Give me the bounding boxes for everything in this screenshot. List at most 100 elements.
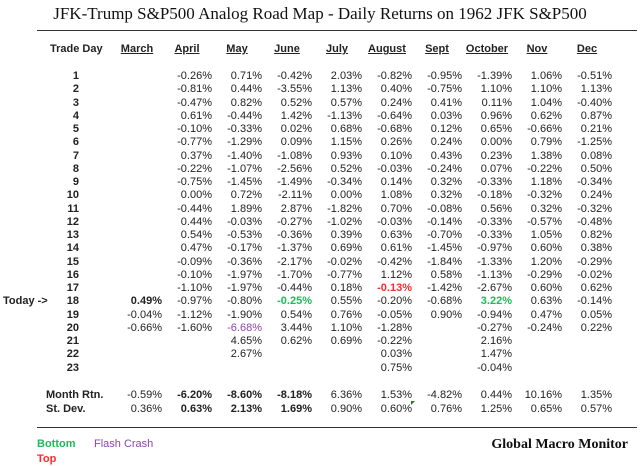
return-cell: 0.32%	[530, 202, 562, 215]
return-cell: 0.56%	[480, 202, 512, 215]
month-header-dec: Dec	[576, 43, 598, 55]
trade-day-number: 5	[72, 123, 79, 135]
return-cell: -0.44%	[277, 282, 312, 294]
return-cell: -1.39%	[477, 70, 512, 82]
st-dev-cell: 0.60%	[380, 403, 412, 415]
return-cell: 0.65%	[480, 123, 512, 135]
return-cell: 0.93%	[330, 149, 362, 162]
return-cell: -0.75%	[427, 83, 462, 96]
return-cell: -0.02%	[327, 255, 362, 268]
trade-day-number: 13	[66, 229, 79, 241]
page-title: JFK-Trump S&P500 Analog Road Map - Daily…	[53, 4, 587, 23]
return-cell: 0.58%	[430, 268, 462, 281]
return-cell: 0.62%	[580, 282, 612, 294]
return-cell: -0.57%	[527, 215, 562, 228]
return-cell: -0.82%	[377, 70, 412, 82]
return-cell: -1.60%	[177, 321, 212, 334]
month-rtn-cell: 10.16%	[524, 389, 562, 401]
return-cell: -2.11%	[277, 189, 312, 202]
month-return-row-label: Month Rtn.	[46, 389, 104, 401]
month-header-april: April	[174, 43, 200, 55]
return-cell: 0.76%	[330, 308, 362, 321]
return-cell: -0.22%	[177, 162, 212, 175]
return-cell: -2.56%	[277, 162, 312, 175]
table-row: 10 0.00% 0.72% -2.11% 0.00% 1.08% 0.32% -0.18% -…	[0, 189, 640, 202]
return-cell: 0.08%	[580, 149, 612, 162]
month-header-may: May	[226, 43, 248, 55]
return-cell: 0.68%	[330, 123, 362, 135]
return-cell: -0.04%	[127, 308, 162, 321]
return-cell: 1.42%	[280, 109, 312, 122]
return-cell: 0.03%	[380, 348, 412, 361]
return-cell: 2.87%	[280, 202, 312, 215]
st-dev-cell: 0.36%	[130, 403, 162, 415]
return-cell: 0.32%	[430, 189, 462, 202]
trade-day-number: 6	[72, 136, 79, 149]
return-cell: 0.02%	[280, 123, 312, 135]
st-dev-cell: 1.69%	[280, 403, 312, 415]
month-rtn-cell: 6.36%	[330, 389, 362, 401]
return-cell: -0.29%	[577, 255, 612, 268]
return-cell: 0.55%	[330, 295, 362, 308]
return-cell: -0.66%	[127, 321, 162, 334]
table-row: 13 0.54% -0.53% -0.36% 0.39% 0.63% -0.70% -0.33…	[0, 229, 640, 242]
trade-day-number: 15	[66, 255, 79, 268]
return-cell: -1.49%	[277, 176, 312, 188]
std-dev-row-label: St. Dev.	[46, 403, 86, 415]
return-cell: -0.81%	[177, 83, 212, 96]
return-cell: 0.07%	[480, 162, 512, 175]
return-cell: -0.03%	[227, 215, 262, 228]
return-cell: -0.26%	[177, 70, 212, 82]
return-cell: -0.33%	[477, 176, 512, 188]
return-cell: -0.53%	[227, 229, 262, 241]
month-rtn-cell: -8.18%	[277, 389, 312, 401]
trade-day-number: 9	[72, 176, 79, 188]
trade-day-number: 4	[72, 109, 79, 122]
table-row: 8 -0.22% -1.07% -2.56% 0.52% -0.03% -0.24% 0.07…	[0, 163, 640, 176]
return-cell: 0.79%	[530, 136, 562, 149]
return-cell: -0.44%	[177, 202, 212, 215]
return-cell: -1.10%	[177, 282, 212, 294]
table-row: 5 -0.10% -0.33% 0.02% 0.68% -0.68% 0.12% 0.65% -…	[0, 123, 640, 136]
return-cell: -1.97%	[227, 282, 262, 294]
return-cell: -1.45%	[427, 242, 462, 255]
return-cell: -0.51%	[577, 70, 612, 82]
return-cell: 1.05%	[530, 229, 562, 241]
trade-day-number: 2	[72, 83, 79, 96]
return-cell: 2.16%	[480, 335, 512, 347]
return-cell: 0.44%	[180, 215, 212, 228]
trade-day-header: Trade Day	[50, 43, 103, 55]
trade-day-number: 3	[72, 96, 79, 109]
st-dev-cell: 0.90%	[330, 403, 362, 415]
return-cell: 0.62%	[280, 335, 312, 347]
return-cell: -0.42%	[277, 70, 312, 82]
return-cell: 0.72%	[230, 189, 262, 202]
return-cell: -0.24%	[527, 321, 562, 334]
return-cell: 3.22%	[480, 295, 512, 308]
return-cell: 0.05%	[580, 308, 612, 321]
return-cell: 1.38%	[530, 149, 562, 162]
return-cell: -0.40%	[577, 96, 612, 109]
return-cell: 0.09%	[280, 136, 312, 149]
return-cell: -0.02%	[577, 268, 612, 281]
trade-day-number: 1	[72, 70, 79, 82]
return-cell: 0.03%	[430, 109, 462, 122]
table-row: 1 -0.26% 0.71% -0.42% 2.03% -0.82% -0.95% -1.39…	[0, 70, 640, 83]
table-row: 14 0.47% -0.17% -1.37% 0.69% 0.61% -1.45% -0.97…	[0, 242, 640, 255]
return-cell: -0.77%	[327, 268, 362, 281]
return-cell: 0.47%	[530, 308, 562, 321]
return-cell: -0.03%	[377, 215, 412, 228]
return-cell: -1.97%	[227, 268, 262, 281]
return-cell: -1.02%	[327, 215, 362, 228]
return-cell: -0.70%	[427, 229, 462, 241]
return-cell: 0.61%	[380, 242, 412, 255]
return-cell: -0.48%	[577, 215, 612, 228]
return-cell: -1.07%	[227, 162, 262, 175]
legend-top: Top	[37, 453, 57, 465]
return-cell: -0.32%	[577, 202, 612, 215]
return-cell: -0.04%	[477, 361, 512, 374]
brand-logo: Global Macro Monitor	[491, 437, 628, 452]
return-cell: -0.33%	[227, 123, 262, 135]
return-cell: 1.15%	[330, 136, 362, 149]
return-cell: -0.22%	[527, 162, 562, 175]
